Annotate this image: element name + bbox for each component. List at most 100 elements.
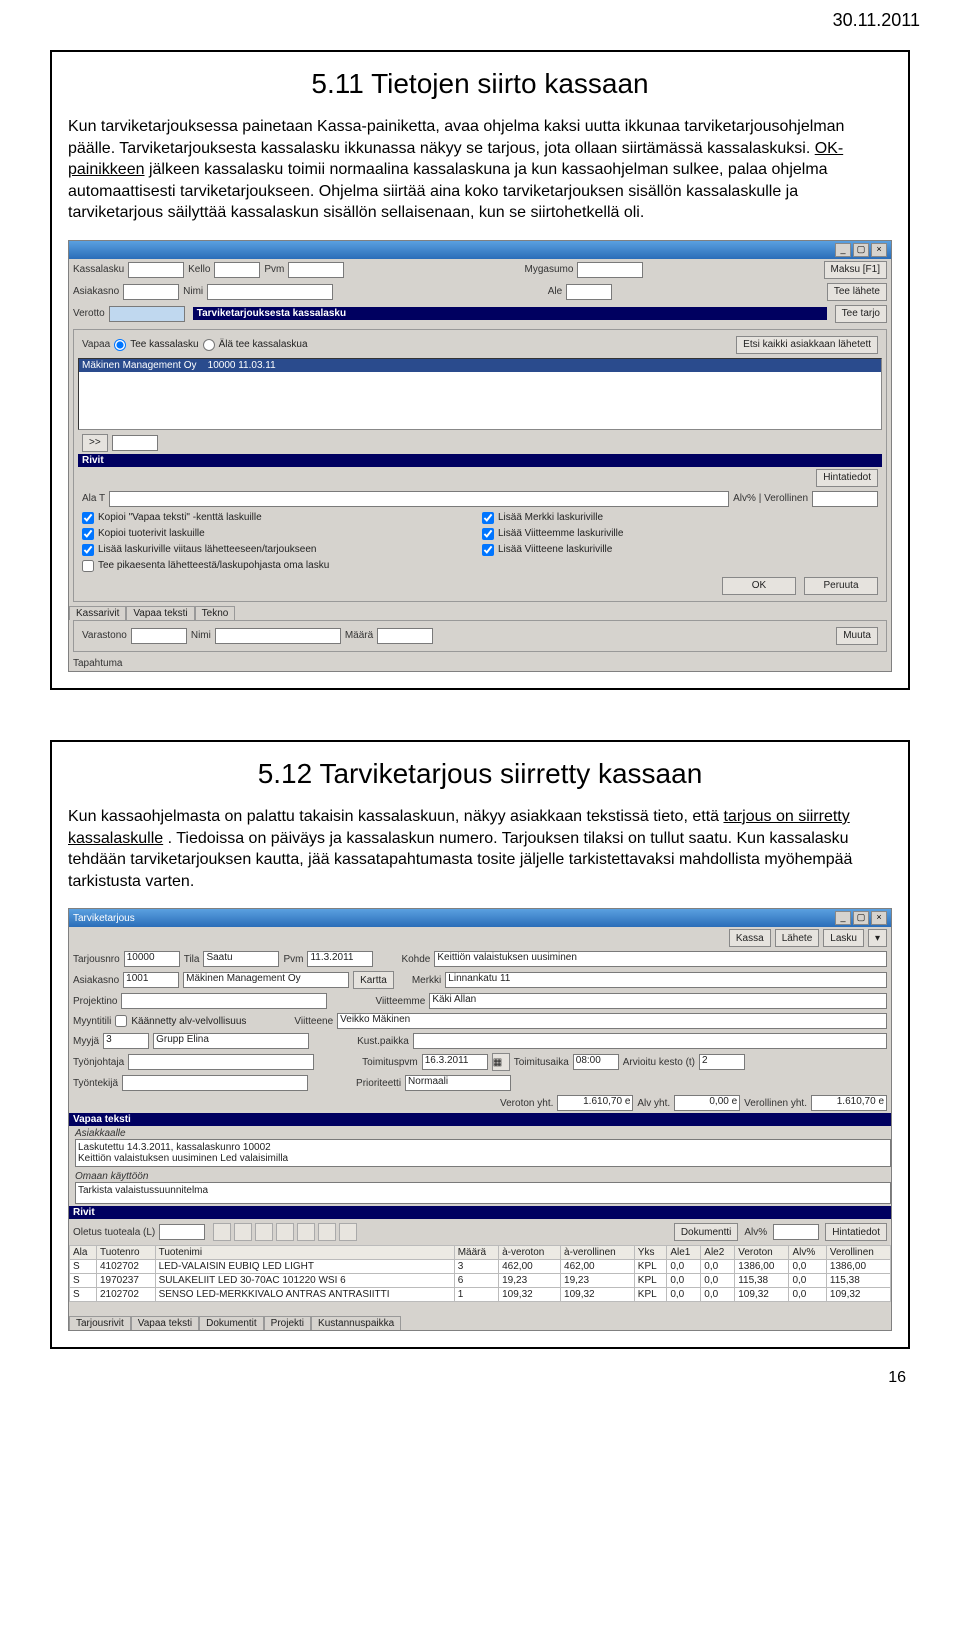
- fld-asiakasno[interactable]: [123, 284, 179, 300]
- fld-nimi[interactable]: [207, 284, 333, 300]
- freetext-box[interactable]: Laskutettu 14.3.2011, kassalaskunro 1000…: [75, 1139, 891, 1167]
- btn-tee-tarjo[interactable]: Tee tarjo: [835, 305, 887, 323]
- f-tyonjohtaja[interactable]: [128, 1054, 314, 1070]
- grid-header[interactable]: Ale2: [701, 1246, 735, 1260]
- tab-tekno[interactable]: Tekno: [195, 606, 236, 620]
- max-icon[interactable]: ▢: [853, 243, 869, 257]
- grid-header[interactable]: Ale1: [667, 1246, 701, 1260]
- cb5[interactable]: Lisää Merkki laskuriville: [482, 511, 878, 525]
- f-viitteene[interactable]: Veikko Mäkinen: [337, 1013, 887, 1029]
- f-asiakasno[interactable]: 1001: [123, 972, 179, 988]
- omaan-box[interactable]: Tarkista valaistussuunnitelma: [75, 1182, 891, 1204]
- grid-header[interactable]: Tuotenro: [96, 1246, 155, 1260]
- tab-kust[interactable]: Kustannuspaikka: [311, 1316, 401, 1330]
- f-tila[interactable]: Saatu: [203, 951, 279, 967]
- fld-pvm[interactable]: [288, 262, 344, 278]
- tab-vapaa2[interactable]: Vapaa teksti: [131, 1316, 199, 1330]
- fld-kassalasku[interactable]: [128, 262, 184, 278]
- f-toimituspvm[interactable]: 16.3.2011: [422, 1054, 488, 1070]
- tab-kassarivit[interactable]: Kassarivit: [69, 606, 126, 620]
- max-icon2[interactable]: ▢: [853, 911, 869, 925]
- tool-icon[interactable]: [234, 1223, 252, 1241]
- min-icon[interactable]: _: [835, 243, 851, 257]
- btn-hintatiedot[interactable]: Hintatiedot: [825, 1223, 887, 1241]
- grid-header[interactable]: Alv%: [789, 1246, 826, 1260]
- close-icon[interactable]: ×: [871, 243, 887, 257]
- radio-ala[interactable]: Älä tee kassalaskua: [203, 338, 308, 352]
- cb-kaannetty[interactable]: Käännetty alv-velvollisuus: [115, 1014, 246, 1028]
- f-tarjousnro[interactable]: 10000: [124, 951, 180, 967]
- f-viitteemme[interactable]: Käki Allan: [429, 993, 887, 1009]
- table-row[interactable]: S1970237SULAKELIIT LED 30-70AC 101220 WS…: [70, 1274, 891, 1288]
- btn-lasku[interactable]: Lasku: [823, 929, 864, 947]
- grid-header[interactable]: Yks: [634, 1246, 667, 1260]
- grid-header[interactable]: Veroton: [735, 1246, 789, 1260]
- cb6[interactable]: Lisää Viitteemme laskuriville: [482, 527, 878, 541]
- f-kohde[interactable]: Keittiön valaistuksen uusiminen: [434, 951, 887, 967]
- btn-maksu[interactable]: Maksu [F1]: [824, 261, 887, 279]
- fld-var[interactable]: [131, 628, 187, 644]
- grid-header[interactable]: Verollinen: [826, 1246, 890, 1260]
- btn-tee-lahete[interactable]: Tee lähete: [827, 283, 887, 301]
- tool-icon[interactable]: [255, 1223, 273, 1241]
- fld-verotto[interactable]: [109, 306, 185, 322]
- fld-maara[interactable]: [377, 628, 433, 644]
- tool-icon[interactable]: [297, 1223, 315, 1241]
- f-alvp[interactable]: [773, 1224, 819, 1240]
- customer-list[interactable]: Mäkinen Management Oy 10000 11.03.11: [78, 358, 882, 430]
- product-grid[interactable]: AlaTuotenroTuotenimiMääräà-verotonà-vero…: [69, 1245, 891, 1302]
- cb3[interactable]: Lisää laskuriville viitaus lähetteeseen/…: [82, 543, 478, 557]
- grid-header[interactable]: Tuotenimi: [155, 1246, 454, 1260]
- f-merkki[interactable]: Linnankatu 11: [445, 972, 887, 988]
- f-tyontekija[interactable]: [122, 1075, 308, 1091]
- cb7[interactable]: Lisää Viitteene laskuriville: [482, 543, 878, 557]
- cb2[interactable]: Kopioi tuoterivit laskuille: [82, 527, 478, 541]
- btn-next[interactable]: >>: [82, 434, 108, 452]
- btn-peruuta[interactable]: Peruuta: [804, 577, 878, 595]
- f-projektino[interactable]: [121, 993, 327, 1009]
- tab-projekti[interactable]: Projekti: [264, 1316, 311, 1330]
- tool-icon[interactable]: [213, 1223, 231, 1241]
- table-row[interactable]: S2102702SENSO LED-MERKKIVALO ANTRAS ANTR…: [70, 1288, 891, 1302]
- min-icon2[interactable]: _: [835, 911, 851, 925]
- f-arviokesto[interactable]: 2: [699, 1054, 745, 1070]
- cb4[interactable]: Tee pikaesenta lähetteestä/laskupohjasta…: [82, 559, 478, 573]
- close-icon2[interactable]: ×: [871, 911, 887, 925]
- btn-etsi[interactable]: Etsi kaikki asiakkaan lähetett: [736, 336, 878, 354]
- cb1[interactable]: Kopioi "Vapaa teksti" -kenttä laskuille: [82, 511, 478, 525]
- btn-kartta[interactable]: Kartta: [353, 971, 394, 989]
- fld-nimi2[interactable]: [215, 628, 341, 644]
- tool-icon[interactable]: [318, 1223, 336, 1241]
- btn-dd[interactable]: ▾: [868, 929, 887, 947]
- tool-icon[interactable]: [339, 1223, 357, 1241]
- f-pvm[interactable]: 11.3.2011: [307, 951, 373, 967]
- btn-lahete[interactable]: Lähete: [775, 929, 820, 947]
- f-prioriteetti[interactable]: Normaali: [405, 1075, 511, 1091]
- btn-hinta[interactable]: Hintatiedot: [816, 469, 878, 487]
- btn-muuta[interactable]: Muuta: [836, 627, 878, 645]
- grid-header[interactable]: Ala: [70, 1246, 97, 1260]
- f-toimitusaika[interactable]: 08:00: [573, 1054, 619, 1070]
- f-myyja[interactable]: 3: [103, 1033, 149, 1049]
- radio-tee[interactable]: Tee kassalasku: [114, 338, 198, 352]
- fld-kello[interactable]: [214, 262, 260, 278]
- fld-ale[interactable]: [566, 284, 612, 300]
- btn-kassa[interactable]: Kassa: [729, 929, 771, 947]
- grid-header[interactable]: Määrä: [454, 1246, 498, 1260]
- fld-pg[interactable]: [112, 435, 158, 451]
- f-oletus[interactable]: [159, 1224, 205, 1240]
- tab-dokumentit[interactable]: Dokumentit: [199, 1316, 264, 1330]
- grid-header[interactable]: à-verollinen: [561, 1246, 635, 1260]
- tab-tarjousrivit[interactable]: Tarjousrivit: [69, 1316, 131, 1330]
- f-asiakasnimi[interactable]: Mäkinen Management Oy: [183, 972, 349, 988]
- grid-header[interactable]: à-veroton: [499, 1246, 561, 1260]
- btn-ok[interactable]: OK: [722, 577, 796, 595]
- f-myyjanimi[interactable]: Grupp Elina: [153, 1033, 309, 1049]
- fld-myg[interactable]: [577, 262, 643, 278]
- fld-tuotenro[interactable]: [109, 491, 729, 507]
- btn-dokumentti[interactable]: Dokumentti: [674, 1223, 739, 1241]
- table-row[interactable]: S4102702LED-VALAISIN EUBIQ LED LIGHT3462…: [70, 1260, 891, 1274]
- cal-icon[interactable]: ▦: [492, 1053, 510, 1071]
- f-kustpaikka[interactable]: [413, 1033, 887, 1049]
- fld-alv[interactable]: [812, 491, 878, 507]
